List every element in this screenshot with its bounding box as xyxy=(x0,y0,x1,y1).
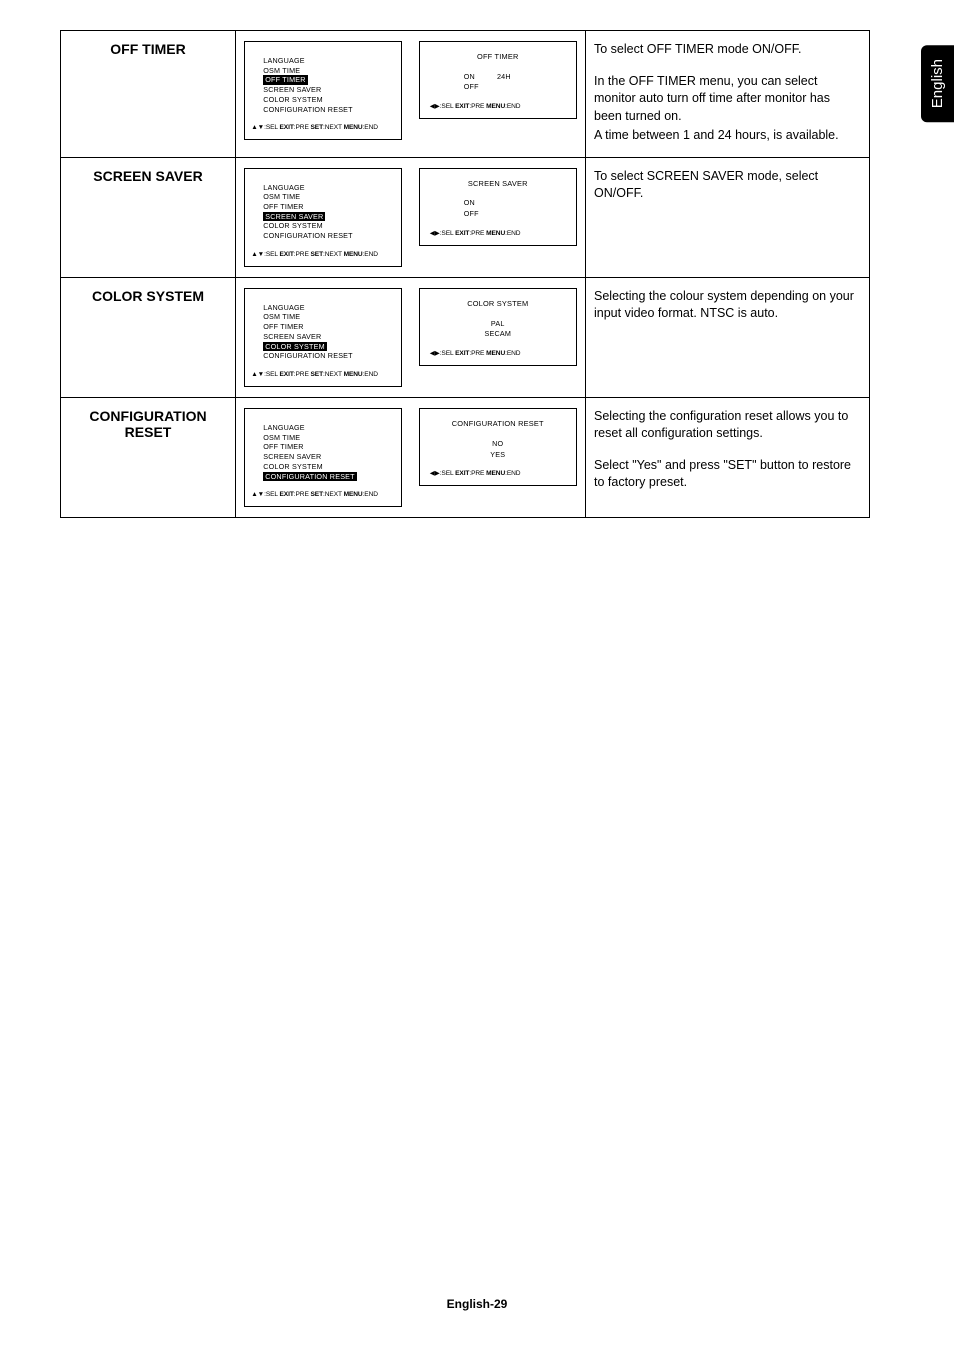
description-cell: To select SCREEN SAVER mode, select ON/O… xyxy=(586,157,870,277)
sub-menu-box: OFF TIMERON24HOFF◀▶:SEL EXIT:PRE MENU:EN… xyxy=(419,41,577,119)
main-menu-cell: LANGUAGEOSM TIMEOFF TIMERSCREEN SAVERCOL… xyxy=(236,157,411,277)
desc-text: Selecting the configuration reset allows… xyxy=(594,408,861,443)
sub-menu-box: CONFIGURATION RESETNOYES◀▶:SEL EXIT:PRE … xyxy=(419,408,577,486)
sub-menu-box: COLOR SYSTEMPALSECAM◀▶:SEL EXIT:PRE MENU… xyxy=(419,288,577,366)
row-label: CONFIGURATIONRESET xyxy=(61,397,236,517)
main-menu-box: LANGUAGEOSM TIMEOFF TIMERSCREEN SAVERCOL… xyxy=(244,168,402,267)
main-menu-cell: LANGUAGEOSM TIMEOFF TIMERSCREEN SAVERCOL… xyxy=(236,31,411,158)
sub-menu-cell: SCREEN SAVERONOFF◀▶:SEL EXIT:PRE MENU:EN… xyxy=(411,157,586,277)
desc-text: To select OFF TIMER mode ON/OFF. xyxy=(594,41,861,59)
page-number: English-29 xyxy=(0,1297,954,1311)
row-label: OFF TIMER xyxy=(61,31,236,158)
sub-menu-box: SCREEN SAVERONOFF◀▶:SEL EXIT:PRE MENU:EN… xyxy=(419,168,577,246)
sub-menu-cell: OFF TIMERON24HOFF◀▶:SEL EXIT:PRE MENU:EN… xyxy=(411,31,586,158)
description-cell: Selecting the colour system depending on… xyxy=(586,277,870,397)
main-menu-cell: LANGUAGEOSM TIMEOFF TIMERSCREEN SAVERCOL… xyxy=(236,397,411,517)
desc-text: Selecting the colour system depending on… xyxy=(594,288,861,323)
settings-table: OFF TIMERLANGUAGEOSM TIMEOFF TIMERSCREEN… xyxy=(60,30,870,518)
main-menu-box: LANGUAGEOSM TIMEOFF TIMERSCREEN SAVERCOL… xyxy=(244,288,402,387)
desc-text: To select SCREEN SAVER mode, select ON/O… xyxy=(594,168,861,203)
desc-text: A time between 1 and 24 hours, is availa… xyxy=(594,127,861,145)
main-menu-cell: LANGUAGEOSM TIMEOFF TIMERSCREEN SAVERCOL… xyxy=(236,277,411,397)
description-cell: Selecting the configuration reset allows… xyxy=(586,397,870,517)
language-tab: English xyxy=(921,45,954,122)
row-label: SCREEN SAVER xyxy=(61,157,236,277)
desc-text: In the OFF TIMER menu, you can select mo… xyxy=(594,73,861,126)
sub-menu-cell: CONFIGURATION RESETNOYES◀▶:SEL EXIT:PRE … xyxy=(411,397,586,517)
main-menu-box: LANGUAGEOSM TIMEOFF TIMERSCREEN SAVERCOL… xyxy=(244,41,402,140)
desc-text: Select "Yes" and press "SET" button to r… xyxy=(594,457,861,492)
sub-menu-cell: COLOR SYSTEMPALSECAM◀▶:SEL EXIT:PRE MENU… xyxy=(411,277,586,397)
row-label: COLOR SYSTEM xyxy=(61,277,236,397)
main-menu-box: LANGUAGEOSM TIMEOFF TIMERSCREEN SAVERCOL… xyxy=(244,408,402,507)
description-cell: To select OFF TIMER mode ON/OFF. In the O… xyxy=(586,31,870,158)
